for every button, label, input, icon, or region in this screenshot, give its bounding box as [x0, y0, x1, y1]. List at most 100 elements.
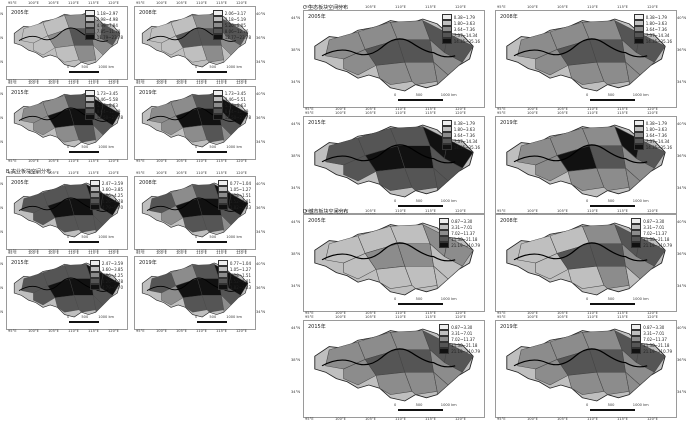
legend-entry: 3.86~4.25 [89, 192, 123, 198]
lon-tick-label: 120°E [236, 329, 247, 333]
lat-tick-label: 40°N [256, 262, 266, 266]
lon-tick-label: 100°E [28, 159, 39, 163]
lon-tick-label: 105°E [365, 107, 376, 111]
scale-label-mid: 500 [209, 315, 217, 319]
lon-tick-label: 95°E [305, 311, 314, 315]
river-line [321, 38, 456, 58]
legend-swatch [89, 192, 100, 198]
lon-tick-label: 120°E [647, 5, 658, 9]
panel-year-label: 2008年 [500, 14, 518, 20]
lon-tick-label: 115°E [216, 1, 227, 5]
legend-entry: 2.06~3.17 [212, 10, 251, 16]
legend-swatch [89, 278, 100, 284]
legend-swatch [212, 108, 223, 114]
legend-entry: 8.64~12.49 [84, 108, 123, 114]
lon-tick-label: 100°E [335, 209, 346, 213]
river-line [321, 242, 456, 262]
legend-swatch [84, 114, 95, 120]
lat-tick-label: 34°N [256, 140, 266, 144]
legend-label: 3.86~4.25 [101, 272, 123, 278]
scale-label-mid: 500 [415, 403, 423, 407]
legend-entry: 14.35~35.16 [441, 144, 480, 150]
legend-entry: 1.80~3.63 [441, 20, 480, 26]
legend-entry: 1.73~3.45 [84, 90, 123, 96]
subregion-polygon [161, 115, 184, 136]
lon-tick-label: 120°E [455, 5, 466, 9]
map-panel-a-1: 2008年 2.06~3.17 3.18~5.19 5.20~8.05 8.06~12.… [134, 6, 256, 80]
legend-swatch [631, 342, 642, 348]
lon-tick-label: 115°E [425, 417, 436, 421]
lat-tick-label: 34°N [256, 230, 266, 234]
legend-entry: 1.52~1.81 [217, 198, 251, 204]
legend-entry: 5.20~8.05 [212, 22, 251, 28]
subregion-polygon [182, 45, 208, 63]
scale-label-mid: 500 [81, 65, 89, 69]
lon-tick-label: 100°E [527, 5, 538, 9]
lat-tick-label: 34°N [0, 60, 4, 64]
legend-label: 4.99~7.84 [96, 22, 118, 28]
lat-tick-label: 36°N [256, 206, 266, 210]
legend-swatch [212, 10, 223, 16]
scale-label-mid: 500 [607, 403, 615, 407]
lon-tick-label: 120°E [647, 111, 658, 115]
subregion-polygon [375, 167, 413, 191]
region-map [13, 182, 121, 238]
lon-tick-label: 105°E [48, 329, 59, 333]
lat-tick-label: 36°N [677, 48, 687, 52]
lon-tick-label: 120°E [647, 209, 658, 213]
lat-tick-label: 40°N [677, 326, 687, 330]
legend-entry: 5.52~8.63 [212, 102, 251, 108]
lon-tick-label: 105°E [48, 249, 59, 253]
legend-entry: 3.31~7.01 [439, 330, 480, 336]
subregion-polygon [93, 294, 104, 313]
legend-entry: 21.19~210.79 [631, 242, 672, 248]
legend-label: 1.80~3.63 [453, 20, 475, 26]
lon-tick-label: 100°E [156, 249, 167, 253]
legend-label: 5.59~8.63 [96, 102, 118, 108]
lon-tick-label: 110°E [196, 251, 207, 255]
lon-tick-label: 120°E [108, 329, 119, 333]
lon-tick-label: 105°E [365, 5, 376, 9]
lon-tick-label: 115°E [216, 81, 227, 85]
scale-label-zero: 0 [195, 65, 198, 69]
lon-tick-label: 110°E [395, 111, 406, 115]
lon-tick-label: 115°E [425, 111, 436, 115]
lon-tick-label: 115°E [88, 79, 99, 83]
legend-entry: 0.77~1.04 [217, 260, 251, 266]
lon-tick-label: 95°E [136, 171, 145, 175]
legend-entry: 14.35~35.16 [441, 38, 480, 44]
panel-year-label: 2015年 [308, 120, 326, 126]
legend-label: 3.60~3.85 [101, 266, 123, 272]
lon-tick-label: 120°E [236, 159, 247, 163]
legend-entry: 12.77~23.78 [212, 34, 251, 40]
map-legend: 2.47~3.59 3.60~3.85 3.86~4.25 4.26~4.78 4.79… [89, 260, 123, 290]
lon-tick-label: 120°E [455, 417, 466, 421]
subregion-polygon [54, 295, 80, 313]
lon-tick-label: 110°E [196, 159, 207, 163]
scale-label-end: 1000 km [632, 199, 649, 203]
lon-tick-label: 105°E [365, 417, 376, 421]
scale-label-zero: 0 [67, 235, 70, 239]
legend-label: 21.19~210.79 [643, 348, 672, 354]
lon-tick-label: 100°E [156, 81, 167, 85]
legend-entry: 0.77~1.04 [217, 180, 251, 186]
legend-swatch [89, 284, 100, 290]
legend-entry: 1.73~3.45 [212, 90, 251, 96]
legend-label: 4.26~4.78 [101, 198, 123, 204]
scale-label-zero: 0 [67, 65, 70, 69]
legend-swatch [89, 272, 100, 278]
panel-year-label: 2008年 [139, 10, 157, 16]
region-map [506, 328, 666, 402]
lat-tick-label: 34°N [256, 60, 266, 64]
subregion-polygon [596, 61, 630, 85]
scale-bar [589, 303, 635, 305]
legend-swatch [441, 138, 452, 144]
lat-tick-label: 38°N [0, 286, 4, 290]
legend-entry: 12.50~23.78 [84, 114, 123, 120]
lon-tick-label: 115°E [216, 251, 227, 255]
lon-tick-label: 100°E [28, 79, 39, 83]
lon-tick-label: 115°E [88, 171, 99, 175]
lon-tick-label: 115°E [216, 159, 227, 163]
subregion-polygon [625, 61, 641, 86]
map-panel-c-1: 2008年 0.38~1.79 1.80~3.63 3.64~7.36 7.37~14.… [495, 10, 677, 108]
